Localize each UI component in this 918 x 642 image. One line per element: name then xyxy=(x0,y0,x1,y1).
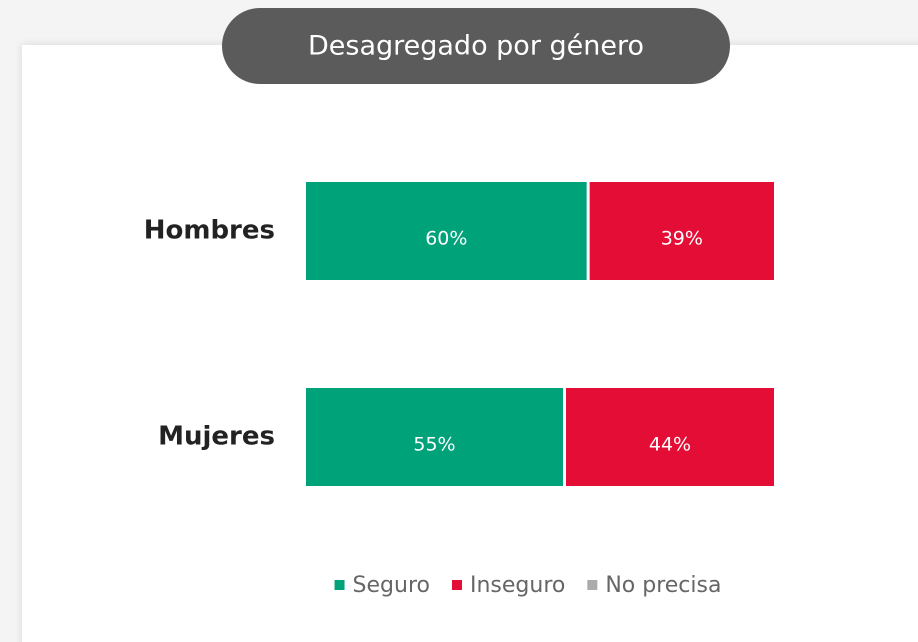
value-label: 55% xyxy=(413,434,455,456)
bar-segment xyxy=(306,388,563,486)
chart-title: Desagregado por género xyxy=(308,31,644,62)
bar-segment xyxy=(566,388,774,486)
value-label: 60% xyxy=(425,228,467,250)
value-label: 39% xyxy=(661,228,703,250)
bar-segment xyxy=(589,182,774,280)
legend: Seguro Inseguro No precisa xyxy=(334,573,721,598)
legend-label: No precisa xyxy=(605,573,721,598)
category-label: Mujeres xyxy=(158,422,275,452)
legend-label: Inseguro xyxy=(470,573,565,598)
legend-swatch xyxy=(334,580,345,590)
value-label: 44% xyxy=(649,434,691,456)
category-label: Hombres xyxy=(144,216,275,246)
card xyxy=(22,45,918,642)
legend-swatch xyxy=(451,580,462,590)
title-pill xyxy=(222,8,730,84)
legend-swatch xyxy=(587,580,598,590)
legend-label: Seguro xyxy=(353,573,430,598)
bar-segment xyxy=(306,182,587,280)
